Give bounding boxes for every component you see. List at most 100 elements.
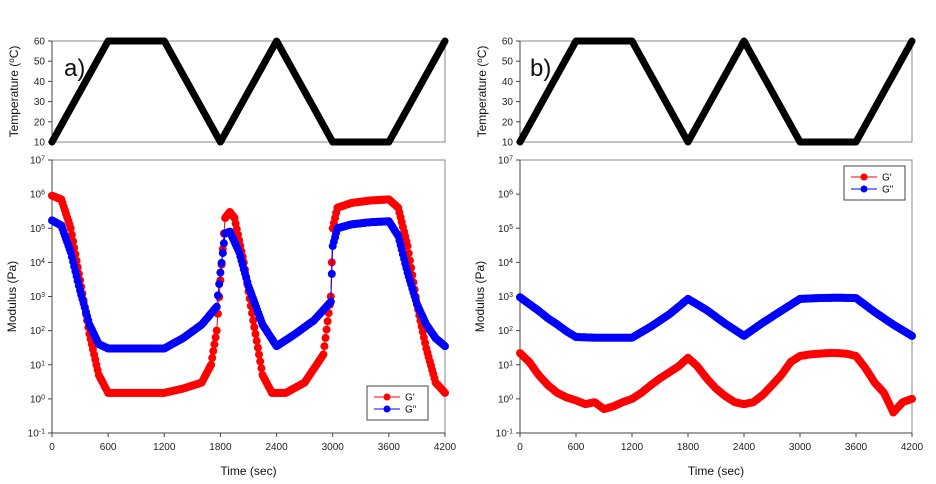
data-point: [209, 347, 218, 356]
data-point: [219, 239, 228, 248]
modulus-y-tick-label: 106: [30, 189, 45, 201]
modulus-y-tick-label: 105: [30, 223, 45, 235]
modulus-y-tick-label: 102: [498, 326, 513, 338]
x-tick-label: 4200: [901, 442, 924, 453]
data-point: [322, 325, 331, 334]
temperature-profile-line: [516, 37, 916, 146]
modulus-y-tick-label: 101: [498, 360, 513, 372]
temperature-y-tick-label: 50: [502, 57, 514, 68]
modulus-plot: 10-1 100 101 102 103 104 105 106 107 0 600 1200 1800…: [5, 155, 457, 478]
x-tick-label: 1200: [153, 442, 176, 453]
data-point: [327, 269, 336, 278]
legend-label: G': [405, 393, 415, 404]
data-point: [323, 317, 332, 326]
data-point: [250, 323, 259, 332]
legend-box: [843, 165, 906, 201]
series-g-double-prime: [48, 216, 449, 353]
temperature-y-tick-label: 60: [502, 37, 514, 48]
temperature-plot: 10 20 30 40 50 60 Temperature (oC) b): [475, 37, 916, 149]
modulus-y-tick-label: 106: [498, 189, 513, 201]
x-axis-title: Time (sec): [220, 464, 276, 478]
series-g-prime: [516, 349, 916, 417]
data-point: [320, 342, 329, 351]
temperature-y-tick-label: 30: [502, 97, 514, 108]
legend-marker: [860, 173, 868, 181]
data-point: [67, 230, 76, 239]
data-point: [256, 357, 265, 366]
data-point: [215, 280, 224, 288]
modulus-y-axis-title: Modulus (Pa): [473, 261, 487, 332]
series-g-double-prime: [516, 293, 916, 342]
data-point: [441, 388, 449, 397]
data-point: [217, 258, 226, 267]
data-point: [212, 326, 221, 335]
modulus-y-tick-label: 103: [498, 292, 513, 304]
data-point: [255, 350, 263, 359]
legend-marker: [383, 405, 391, 413]
x-tick-label: 600: [568, 442, 585, 453]
x-tick-label: 1800: [677, 442, 700, 453]
x-tick-label: 0: [49, 442, 55, 453]
modulus-y-tick-label: 104: [498, 257, 513, 269]
modulus-y-axis-title: Modulus (Pa): [5, 261, 19, 332]
data-point: [207, 360, 216, 369]
modulus-y-tick-label: 104: [30, 257, 45, 269]
x-tick-label: 1200: [621, 442, 644, 453]
data-point: [321, 333, 330, 342]
x-tick-label: 1800: [209, 442, 232, 453]
modulus-y-tick-label: 105: [498, 223, 513, 235]
temperature-y-tick-label: 30: [34, 97, 46, 108]
temperature-y-tick-label: 20: [34, 117, 46, 128]
temperature-y-tick-label: 40: [34, 77, 46, 88]
x-tick-label: 2400: [733, 442, 756, 453]
x-tick-label: 0: [517, 442, 523, 453]
data-point: [253, 343, 262, 352]
panel-label: b): [530, 55, 551, 82]
data-point: [403, 242, 412, 251]
data-point: [208, 353, 217, 362]
data-point: [211, 333, 220, 342]
data-point: [441, 342, 449, 351]
modulus-y-tick-label: 102: [30, 326, 45, 338]
temperature-y-tick-label: 10: [34, 138, 46, 149]
modulus-y-tick-label: 107: [498, 155, 513, 167]
legend-label: G": [882, 185, 894, 196]
temperature-y-axis-title: Temperature (oC): [475, 46, 490, 138]
modulus-y-tick-label: 101: [30, 360, 45, 372]
modulus-y-tick-label: 10-1: [28, 428, 45, 440]
temperature-y-tick-label: 60: [34, 37, 46, 48]
temperature-y-axis-title: Temperature (oC): [7, 46, 22, 138]
temperature-y-tick-label: 50: [34, 57, 46, 68]
legend-label: G': [882, 173, 892, 184]
x-tick-label: 3000: [322, 442, 345, 453]
x-tick-label: 4200: [434, 442, 457, 453]
modulus-y-tick-label: 103: [30, 292, 45, 304]
x-tick-label: 3000: [789, 442, 812, 453]
x-tick-label: 3600: [845, 442, 868, 453]
data-point: [212, 302, 221, 311]
modulus-y-tick-label: 107: [30, 155, 45, 167]
modulus-y-tick-label: 10-1: [496, 428, 513, 440]
legend-label: G": [405, 405, 417, 416]
modulus-y-tick-label: 100: [30, 394, 45, 406]
data-point: [213, 291, 222, 300]
legend-box: [366, 385, 429, 421]
x-tick-label: 2400: [265, 442, 288, 453]
data-point: [257, 364, 266, 373]
x-tick-label: 3600: [378, 442, 401, 453]
data-point: [908, 394, 916, 403]
temperature-y-tick-label: 20: [502, 117, 514, 128]
data-point: [908, 331, 916, 340]
legend-marker: [383, 393, 391, 401]
data-point: [326, 297, 335, 306]
x-axis-title: Time (sec): [688, 464, 744, 478]
modulus-plot: 10-1 100 101 102 103 104 105 106 107 0 600 1200 1800…: [473, 155, 924, 478]
panel-label: a): [64, 55, 85, 82]
temperature-profile-line: [48, 37, 449, 146]
temperature-y-tick-label: 40: [502, 77, 514, 88]
temperature-plot: 10 20 30 40 50 60 Temperature (oC) a): [7, 37, 449, 149]
data-point: [251, 330, 260, 338]
x-tick-label: 600: [100, 442, 117, 453]
